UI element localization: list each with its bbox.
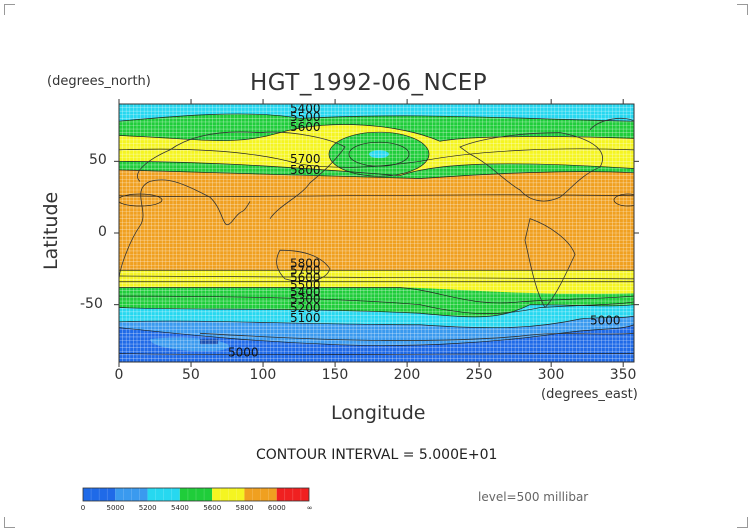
- coastline: [199, 332, 634, 341]
- x-tick-label: 100: [249, 367, 277, 383]
- coastline: [119, 179, 251, 281]
- contour-value-label: 5400: [290, 102, 321, 116]
- coastline: [524, 218, 576, 309]
- colorbar-label: 5600: [203, 504, 222, 512]
- y-tick-label: 0: [98, 224, 107, 240]
- contour-value-label: 5500: [290, 110, 321, 124]
- corner-mark-top-right: [737, 4, 748, 15]
- band-below-5000: [119, 324, 634, 362]
- chart-title: HGT_1992-06_NCEP: [250, 70, 488, 96]
- colorbar-label: 5800: [235, 504, 254, 512]
- colorbar-label: 5000: [106, 504, 125, 512]
- low-pacific-center: [369, 150, 389, 159]
- x-tick-label: 150: [321, 367, 349, 383]
- contour-line: [119, 148, 634, 168]
- level-note: level=500 millibar: [478, 490, 589, 504]
- colorbar-label: 0: [80, 504, 86, 512]
- colorbar-label: 5200: [138, 504, 157, 512]
- x-tick-label: 200: [393, 367, 421, 383]
- coastline: [276, 249, 331, 282]
- contour-value-label: 5600: [290, 271, 321, 285]
- x-tick-label: 50: [182, 367, 200, 383]
- colorbar-label: ∞: [306, 504, 313, 512]
- x-tick-label: 0: [114, 367, 124, 383]
- deep-low-spot: [200, 339, 218, 345]
- contour-line: [119, 194, 634, 197]
- colorbar-label: 5400: [171, 504, 189, 512]
- contour-value-label: 5800: [290, 256, 321, 270]
- contour-line: [119, 193, 163, 207]
- contour-line: [613, 193, 634, 207]
- contour-line: [119, 124, 634, 142]
- contour-value-label: 5400: [290, 285, 321, 299]
- contour-line: [119, 160, 634, 177]
- colorbar-frame: [82, 487, 310, 502]
- corner-mark-top-left: [4, 4, 15, 15]
- colorbar-swatch: [179, 488, 213, 501]
- contour-value-label: 5300: [290, 292, 321, 306]
- coastline: [137, 131, 346, 219]
- coastline: [589, 117, 634, 131]
- coastline: [459, 132, 603, 202]
- band-5800-6000: [119, 169, 634, 282]
- x-axis-units: (degrees_east): [541, 387, 638, 402]
- contour-value-label: 5700: [290, 264, 321, 278]
- contour-line: [119, 353, 634, 356]
- contour-line: [119, 315, 634, 329]
- y-tick-label: 50: [89, 152, 107, 169]
- contour-line: [119, 169, 634, 179]
- x-tick-label: 300: [537, 367, 565, 383]
- contour-value-label: 5200: [290, 301, 321, 315]
- x-tick-label: 350: [609, 367, 637, 383]
- contour-value-label: 5800: [290, 163, 321, 177]
- band-5200-5400-north: [119, 104, 634, 122]
- colorbar-swatch: [83, 488, 116, 501]
- filled-contour-bands: [119, 104, 634, 362]
- colorbar-label: 6000: [267, 504, 286, 512]
- contour-line: [119, 113, 634, 122]
- colorbar-swatch: [147, 488, 180, 501]
- contour-interval-note: CONTOUR INTERVAL = 5.000E+01: [256, 447, 498, 463]
- corner-mark-bottom-left: [4, 517, 15, 528]
- contour-line: [119, 275, 634, 280]
- contour-value-label: 5700: [290, 152, 321, 166]
- contour-value-label: 5600: [290, 120, 321, 134]
- contour-line: [119, 287, 634, 304]
- x-axis-label: Longitude: [331, 402, 426, 424]
- colorbar-swatch: [212, 488, 245, 501]
- contour-line: [119, 324, 634, 346]
- colorbar-swatch: [115, 488, 148, 501]
- colorbar-swatch: [276, 488, 309, 501]
- colorbar-swatch: [244, 488, 277, 501]
- contour-line: [328, 131, 430, 177]
- contour-line: [348, 141, 410, 167]
- contour-value-label: 5500: [290, 278, 321, 292]
- corner-mark-bottom-right: [737, 517, 748, 528]
- contour-value-label: 5000: [590, 314, 621, 328]
- x-tick-label: 250: [465, 367, 493, 383]
- contour-line: [119, 304, 634, 318]
- contour-value-label: 5000: [228, 345, 259, 359]
- contour-value-label: 5100: [290, 311, 321, 325]
- y-axis-units: (degrees_north): [47, 74, 151, 89]
- y-tick-label: -50: [80, 295, 103, 312]
